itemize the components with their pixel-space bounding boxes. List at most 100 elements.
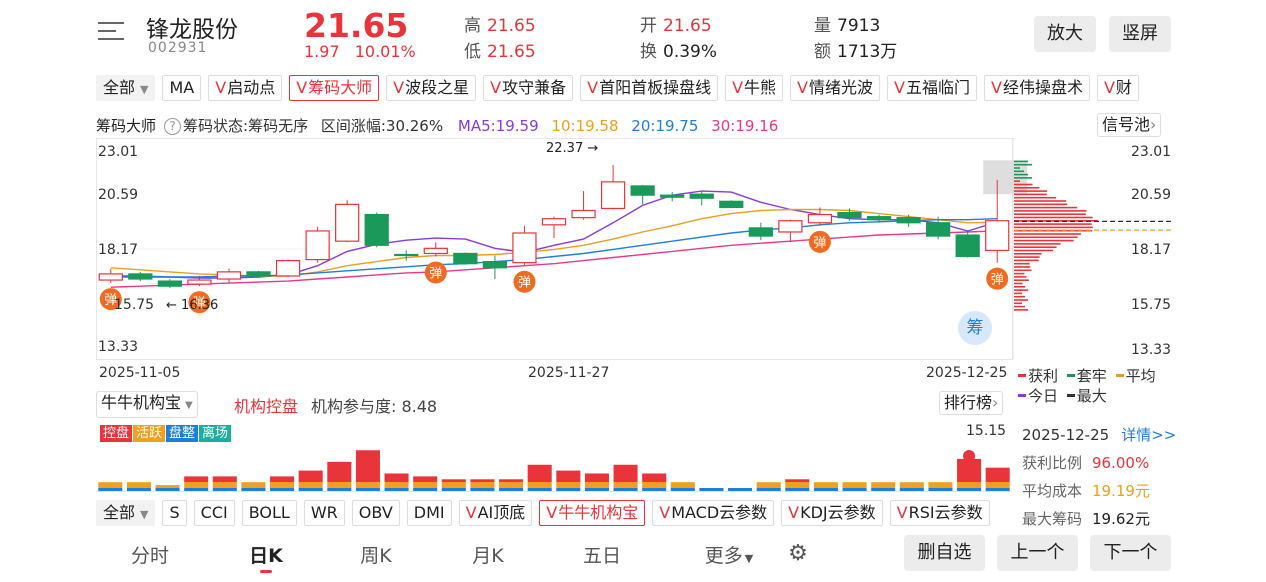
legend-max-label: 最大	[1076, 387, 1107, 405]
chip-bar	[1014, 262, 1030, 265]
candle-body	[926, 222, 951, 237]
tab-daily-k-label: 日K	[249, 545, 283, 567]
vip-icon: V	[490, 78, 502, 97]
legend-profit: 获利	[1018, 367, 1058, 385]
tab-cci[interactable]: CCI	[193, 500, 235, 526]
vip-icon: V	[797, 78, 808, 97]
profit-ratio-value: 96.00%	[1092, 454, 1150, 472]
tab-rsi-cloud[interactable]: VRSI云参数	[889, 500, 990, 526]
tab-intraday[interactable]: 分时	[130, 545, 169, 567]
candle-body	[778, 220, 803, 233]
tab-first-yang[interactable]: V首阳首板操盘线	[580, 75, 719, 101]
avg-cost-value: 19.19元	[1092, 482, 1150, 500]
chip-bar	[1014, 259, 1039, 262]
tab-bull-bear[interactable]: V牛熊	[725, 75, 784, 101]
tab-more-cut[interactable]: V财	[1096, 75, 1139, 101]
inst-bar-consolidate	[785, 488, 810, 491]
tab-jingwei[interactable]: V经伟操盘术	[983, 75, 1090, 101]
tab-obv[interactable]: OBV	[351, 500, 400, 526]
help-icon[interactable]: ?	[164, 118, 182, 135]
signal-marker-icon	[424, 261, 447, 284]
chip-distribution-button[interactable]: 筹	[958, 311, 992, 345]
tab-ma[interactable]: MA	[162, 75, 202, 101]
max-chip-label: 最大筹码	[1022, 510, 1083, 528]
delete-watchlist-button[interactable]: 删自选	[904, 535, 985, 571]
portrait-button[interactable]: 竖屏	[1109, 16, 1171, 52]
chip-bar	[1014, 279, 1029, 281]
tab-kdj-cloud[interactable]: VKDJ云参数	[781, 500, 883, 526]
chip-bar	[1014, 292, 1023, 295]
tab-label: AI顶底	[477, 503, 526, 522]
candle-body	[453, 252, 478, 265]
tab-macd-cloud[interactable]: VMACD云参数	[652, 500, 775, 526]
tag-control: 控盘	[100, 425, 133, 442]
inst-bar-active	[327, 482, 352, 488]
volume-label: 量	[814, 16, 831, 36]
inst-bar-consolidate	[985, 488, 1010, 491]
next-stock-button[interactable]: 下一个	[1090, 535, 1171, 571]
tab-monthly-k[interactable]: 月K	[472, 545, 504, 567]
menu-icon[interactable]	[98, 22, 124, 46]
tab-dmi[interactable]: DMI	[406, 500, 452, 526]
sub-all-dropdown[interactable]: 全部 ▼	[96, 500, 156, 526]
ranking-button[interactable]: 排行榜›	[939, 391, 1004, 415]
chip-legend: 获利 套牢 平均 今日 最大	[1018, 366, 1156, 406]
inst-bar-control	[499, 479, 524, 482]
previous-stock-button[interactable]: 上一个	[997, 535, 1078, 571]
inst-bar-consolidate	[355, 488, 380, 491]
tab-weekly-k[interactable]: 周K	[360, 545, 392, 567]
tab-ai-top-bottom[interactable]: VAI顶底	[458, 500, 533, 526]
sub-indicator-select[interactable]: 牛牛机构宝 ▼	[96, 391, 198, 418]
inst-bar-consolidate	[98, 488, 123, 491]
inst-bar-active	[98, 482, 123, 488]
tag-consolidate: 盘整	[166, 425, 199, 442]
y-label-right: 15.75	[1131, 297, 1172, 313]
candlestick-chart[interactable]: 弹弹弹弹弹弹	[96, 138, 1174, 390]
caret-down-icon: ▼	[185, 400, 193, 411]
tab-daily-k[interactable]: 日K	[236, 541, 296, 573]
tab-emotion-wave[interactable]: V情绪光波	[790, 75, 881, 101]
settings-gear-icon[interactable]: ⚙	[788, 541, 808, 566]
tab-s[interactable]: S	[162, 500, 187, 526]
chip-bar	[1014, 236, 1078, 239]
tab-label: 首阳首板操盘线	[599, 78, 712, 97]
candle-body	[482, 261, 508, 269]
tab-wr[interactable]: WR	[303, 500, 345, 526]
chip-bar	[1014, 187, 1040, 189]
vip-icon: V	[1103, 78, 1115, 97]
x-label: 2025-11-27	[528, 365, 610, 381]
inst-bar-active	[842, 482, 867, 488]
ma10-value: 10:19.58	[551, 117, 619, 135]
current-price: 21.65	[304, 6, 409, 45]
inst-bar-control	[212, 476, 237, 482]
tab-five-day[interactable]: 五日	[582, 545, 621, 567]
tab-wave-star[interactable]: V波段之星	[386, 75, 477, 101]
tab-label: MA	[169, 78, 195, 97]
legend-today: 今日	[1018, 387, 1058, 405]
inst-bar-consolidate	[298, 488, 323, 491]
tab-chip-master[interactable]: V筹码大师	[289, 75, 380, 101]
zoom-button[interactable]: 放大	[1034, 16, 1096, 52]
legend-trapped: 套牢	[1066, 367, 1107, 385]
tab-more[interactable]: 更多 ▼	[694, 541, 764, 568]
inst-bar-consolidate	[556, 488, 581, 491]
inst-bar-consolidate	[699, 488, 724, 491]
inst-bar-consolidate	[184, 488, 209, 491]
ranking-label: 排行榜	[944, 393, 993, 412]
tab-institution-treasure[interactable]: V牛牛机构宝	[539, 500, 646, 526]
signal-pool-button[interactable]: 信号池›	[1097, 113, 1162, 137]
max-price-annotation: 22.37 →	[546, 141, 598, 156]
tab-start-point[interactable]: V启动点	[208, 75, 283, 101]
tab-five-blessings[interactable]: V五福临门	[887, 75, 977, 101]
inst-bar-control	[957, 458, 982, 482]
candle-body	[394, 253, 419, 257]
inst-bar-active	[756, 482, 781, 488]
vip-icon: V	[990, 78, 1002, 97]
tab-boll[interactable]: BOLL	[241, 500, 297, 526]
inst-bar-consolidate	[270, 488, 295, 491]
tab-label: 五福临门	[905, 78, 970, 97]
tab-attack-defense[interactable]: V攻守兼备	[483, 75, 574, 101]
detail-link[interactable]: 详情>>	[1121, 426, 1177, 444]
chip-bar	[1014, 203, 1068, 206]
indicator-all-dropdown[interactable]: 全部 ▼	[96, 75, 156, 101]
